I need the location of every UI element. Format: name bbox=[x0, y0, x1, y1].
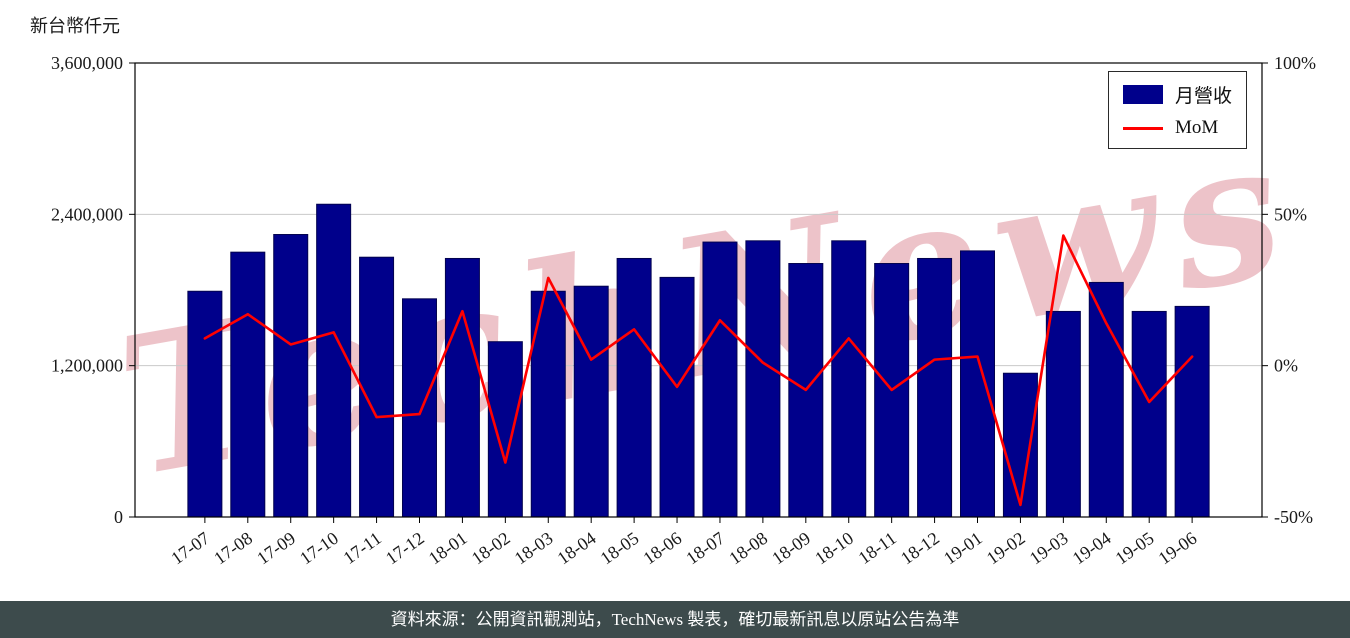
left-tick-label: 0 bbox=[114, 507, 123, 527]
bar-18-04 bbox=[573, 285, 609, 518]
bar-17-12 bbox=[401, 298, 437, 518]
bar-18-05 bbox=[616, 257, 652, 518]
bar-18-12 bbox=[917, 257, 953, 518]
x-tick-label-18-09: 18-09 bbox=[768, 528, 814, 568]
x-tick-label-18-08: 18-08 bbox=[725, 528, 771, 568]
legend-line-swatch bbox=[1122, 126, 1163, 130]
bar-19-01 bbox=[960, 250, 996, 518]
right-tick-label: 100% bbox=[1274, 53, 1316, 73]
x-tick-label-18-10: 18-10 bbox=[811, 528, 857, 568]
plot-border bbox=[134, 62, 1263, 518]
legend-bar-swatch bbox=[1122, 85, 1163, 104]
x-tick-label-18-02: 18-02 bbox=[468, 528, 514, 568]
x-tick-label-18-07: 18-07 bbox=[682, 528, 728, 568]
bar-18-08 bbox=[745, 240, 781, 518]
bar-18-09 bbox=[788, 263, 824, 518]
bar-19-04 bbox=[1088, 281, 1124, 518]
x-tick-label-17-12: 17-12 bbox=[382, 528, 428, 568]
x-tick-label-17-10: 17-10 bbox=[296, 528, 342, 568]
bar-17-07 bbox=[187, 290, 223, 518]
x-tick-label-18-06: 18-06 bbox=[639, 528, 685, 568]
bar-18-10 bbox=[831, 240, 867, 518]
x-tick-label-18-01: 18-01 bbox=[425, 528, 471, 568]
legend-item-mom: MoM bbox=[1122, 117, 1232, 139]
x-tick-label-18-11: 18-11 bbox=[855, 528, 900, 568]
legend-line-label: MoM bbox=[1174, 117, 1219, 138]
bar-18-02 bbox=[487, 341, 523, 518]
footer-note: 資料來源：公開資訊觀測站，TechNews 製表，確切最新訊息以原站公告為準 bbox=[0, 601, 1350, 638]
mom-line bbox=[203, 234, 1194, 507]
bar-19-06 bbox=[1174, 305, 1210, 518]
right-tick-label: -50% bbox=[1274, 507, 1313, 527]
bar-17-10 bbox=[316, 203, 352, 518]
x-tick-label-18-05: 18-05 bbox=[597, 528, 643, 568]
right-tick-label: 50% bbox=[1274, 204, 1307, 224]
left-tick-label: 2,400,000 bbox=[51, 204, 123, 224]
x-tick-label-19-03: 19-03 bbox=[1026, 528, 1072, 568]
x-tick-label-19-04: 19-04 bbox=[1069, 528, 1115, 568]
right-tick-label: 0% bbox=[1274, 356, 1298, 376]
legend: 月營收 MoM bbox=[1107, 71, 1247, 149]
x-tick-label-18-03: 18-03 bbox=[511, 528, 557, 568]
bar-18-01 bbox=[444, 257, 480, 518]
x-tick-label-17-07: 17-07 bbox=[167, 528, 213, 568]
left-axis-title: 新台幣仟元 bbox=[30, 16, 120, 36]
x-tick-label-19-02: 19-02 bbox=[983, 528, 1029, 568]
x-tick-label-19-01: 19-01 bbox=[940, 528, 986, 568]
x-tick-label-18-04: 18-04 bbox=[554, 528, 600, 568]
left-tick-label: 1,200,000 bbox=[51, 356, 123, 376]
bar-18-06 bbox=[659, 276, 695, 518]
x-tick-label-19-06: 19-06 bbox=[1155, 528, 1201, 568]
bar-19-03 bbox=[1045, 310, 1081, 518]
legend-bar-label: 月營收 bbox=[1174, 86, 1232, 107]
bar-18-07 bbox=[702, 241, 738, 518]
bar-19-02 bbox=[1002, 372, 1038, 518]
bar-17-09 bbox=[273, 234, 309, 518]
bar-17-11 bbox=[359, 256, 395, 518]
x-tick-label-18-12: 18-12 bbox=[897, 528, 943, 568]
left-tick-label: 3,600,000 bbox=[51, 53, 123, 73]
x-tick-label-19-05: 19-05 bbox=[1112, 528, 1158, 568]
bar-19-05 bbox=[1131, 310, 1167, 518]
x-tick-label-17-11: 17-11 bbox=[340, 528, 385, 568]
legend-item-revenue: 月營收 bbox=[1122, 81, 1232, 108]
x-tick-label-17-08: 17-08 bbox=[210, 528, 256, 568]
bar-17-08 bbox=[230, 251, 266, 518]
x-tick-label-17-09: 17-09 bbox=[253, 528, 299, 568]
